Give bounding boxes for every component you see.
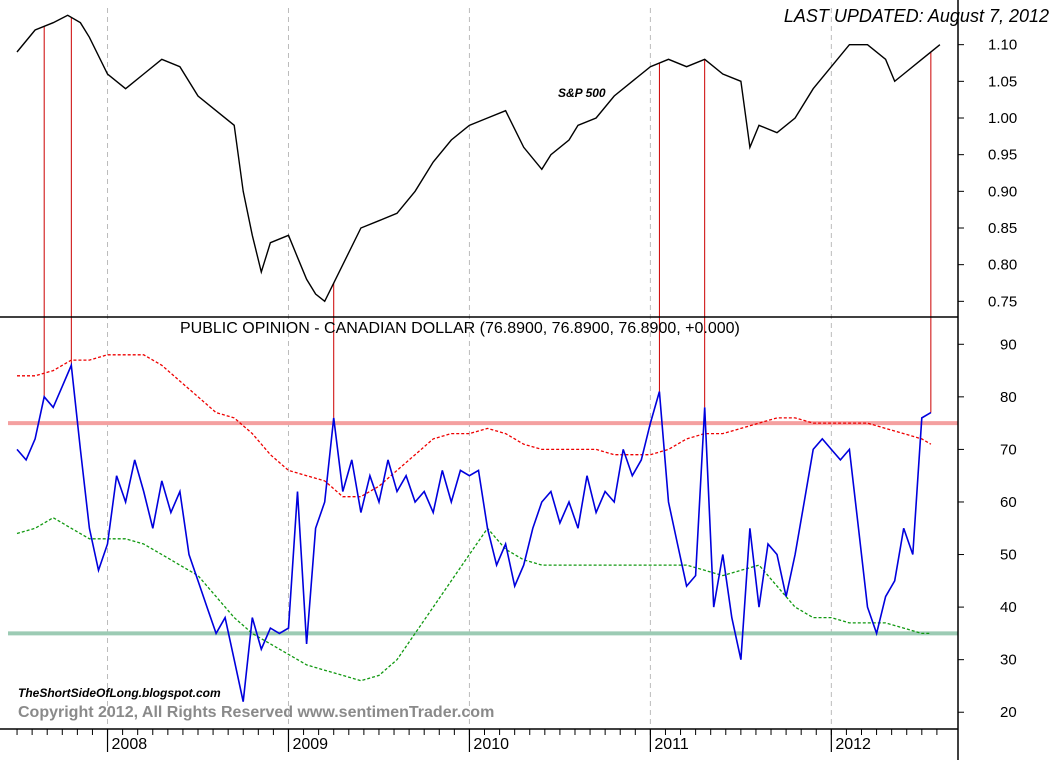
year-tick-label: 2009 — [292, 736, 328, 753]
year-tick-label: 2008 — [112, 736, 148, 753]
year-tick-label: 2012 — [835, 736, 871, 753]
opinion-y-tick-label: 90 — [1000, 336, 1017, 353]
x-axis-ticks: 2008 2009 2010 2011 2012 — [16, 729, 938, 753]
vertical-gridlines — [107, 8, 832, 728]
upper-band-line — [17, 354, 932, 498]
y-axis-ticks: 1.10 1.05 1.00 0.95 0.90 0.85 0.80 0.75 90 80 70 60… — [958, 37, 1017, 721]
opinion-series — [16, 362, 932, 702]
sp500-y-tick-label: 1.00 — [988, 110, 1017, 127]
opinion-y-tick-label: 40 — [1000, 599, 1017, 616]
sp500-line — [16, 14, 941, 303]
sp500-y-tick-label: 0.90 — [988, 183, 1017, 200]
opinion-y-tick-label: 60 — [1000, 494, 1017, 511]
signal-lines — [43, 17, 932, 418]
year-tick-label: 2011 — [654, 736, 689, 753]
threshold-lines — [8, 421, 958, 636]
lower-band-line — [16, 516, 931, 682]
band-series — [16, 354, 932, 682]
sp500-y-tick-label: 1.10 — [988, 37, 1017, 54]
public-opinion-line — [16, 362, 932, 702]
sp500-series — [16, 14, 941, 303]
sp500-y-tick-label: 0.80 — [988, 257, 1017, 274]
year-tick-label: 2010 — [473, 736, 509, 753]
sp500-y-tick-label: 0.85 — [988, 220, 1017, 237]
sp500-y-tick-label: 0.95 — [988, 147, 1017, 164]
opinion-y-tick-label: 50 — [1000, 547, 1017, 564]
public-opinion-title: PUBLIC OPINION - CANADIAN DOLLAR (76.890… — [180, 320, 740, 337]
opinion-y-tick-label: 70 — [1000, 441, 1017, 458]
copyright-notice: Copyright 2012, All Rights Reserved www.… — [18, 704, 495, 721]
axes-frame — [0, 0, 959, 760]
sp500-y-tick-label: 1.05 — [988, 73, 1017, 90]
sp500-y-tick-label: 0.75 — [988, 293, 1017, 310]
sp500-title: S&P 500 — [558, 86, 606, 100]
opinion-y-tick-label: 30 — [1000, 652, 1017, 669]
opinion-y-tick-label: 80 — [1000, 389, 1017, 406]
blog-watermark: TheShortSideOfLong.blogspot.com — [18, 686, 221, 700]
last-updated-label: LAST UPDATED: August 7, 2012 — [783, 6, 1049, 26]
opinion-y-tick-label: 20 — [1000, 704, 1017, 721]
